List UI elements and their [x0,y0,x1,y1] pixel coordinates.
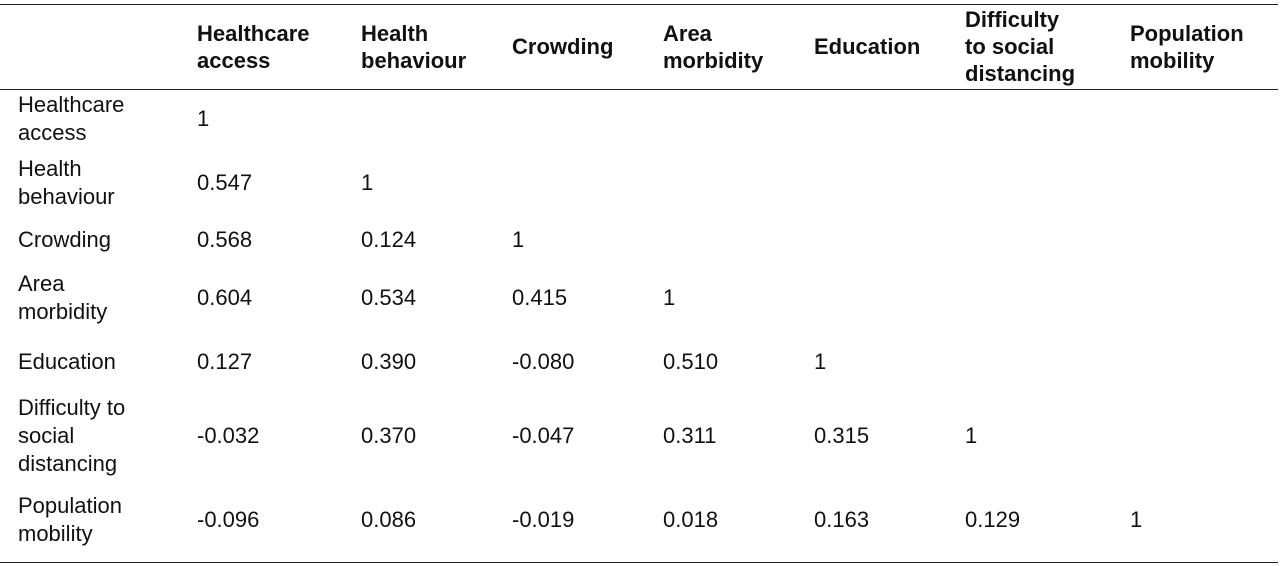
table-cell: 0.547 [197,169,253,195]
table-cell: -0.096 [197,507,260,532]
column-header-crowding: Crowding [512,34,614,59]
table-cell: 0.390 [361,348,417,374]
column-header-area-morbidity: Area morbidity [663,20,764,73]
row-label-health-behaviour: Health behaviour [18,155,115,209]
table-cell: 0.129 [965,507,1021,532]
table-cell: 0.163 [814,507,870,532]
column-header-difficulty-to-social-distancing: Difficulty to social distancing [965,7,1076,86]
table-cell: 1 [965,423,978,448]
table-cell: 0.124 [361,227,417,252]
row-label-crowding: Crowding [18,227,111,252]
table-cell: -0.032 [197,423,260,448]
row-label-difficulty-to-social-distancing: Difficulty to social distancing [18,395,126,476]
table-header-rule [0,89,1278,90]
table-cell: 0.018 [663,507,719,532]
table-top-rule [0,4,1278,5]
table-cell: 1 [197,105,210,131]
table-cell: 0.311 [663,423,717,448]
table-cell: 0.127 [197,348,253,374]
table-cell: 0.370 [361,423,417,448]
column-header-population-mobility: Population mobility [1130,20,1244,73]
table-cell: 0.568 [197,227,253,252]
row-label-healthcare-access: Healthcare access [18,91,125,145]
table-cell: -0.047 [512,423,575,448]
table-cell: 0.315 [814,423,870,448]
row-label-population-mobility: Population mobility [18,493,122,546]
row-label-area-morbidity: Area morbidity [18,270,108,324]
table-cell: 1 [512,227,525,252]
table-bottom-rule [0,562,1278,563]
table-cell: 0.534 [361,284,417,310]
table-cell: 1 [663,284,676,310]
column-header-education: Education [814,34,921,59]
table-cell: 0.604 [197,284,253,310]
table-cell: 0.510 [663,348,719,374]
table-cell: -0.019 [512,507,575,532]
row-label-education: Education [18,348,116,374]
column-header-healthcare-access: Healthcare access [197,20,310,73]
column-header-health-behaviour: Health behaviour [361,20,467,73]
table-cell: 1 [814,348,827,374]
table-cell: 1 [1130,507,1143,532]
table-cell: 0.415 [512,284,568,310]
table-cell: 0.086 [361,507,417,532]
table-cell: -0.080 [512,348,575,374]
table-cell: 1 [361,169,374,195]
